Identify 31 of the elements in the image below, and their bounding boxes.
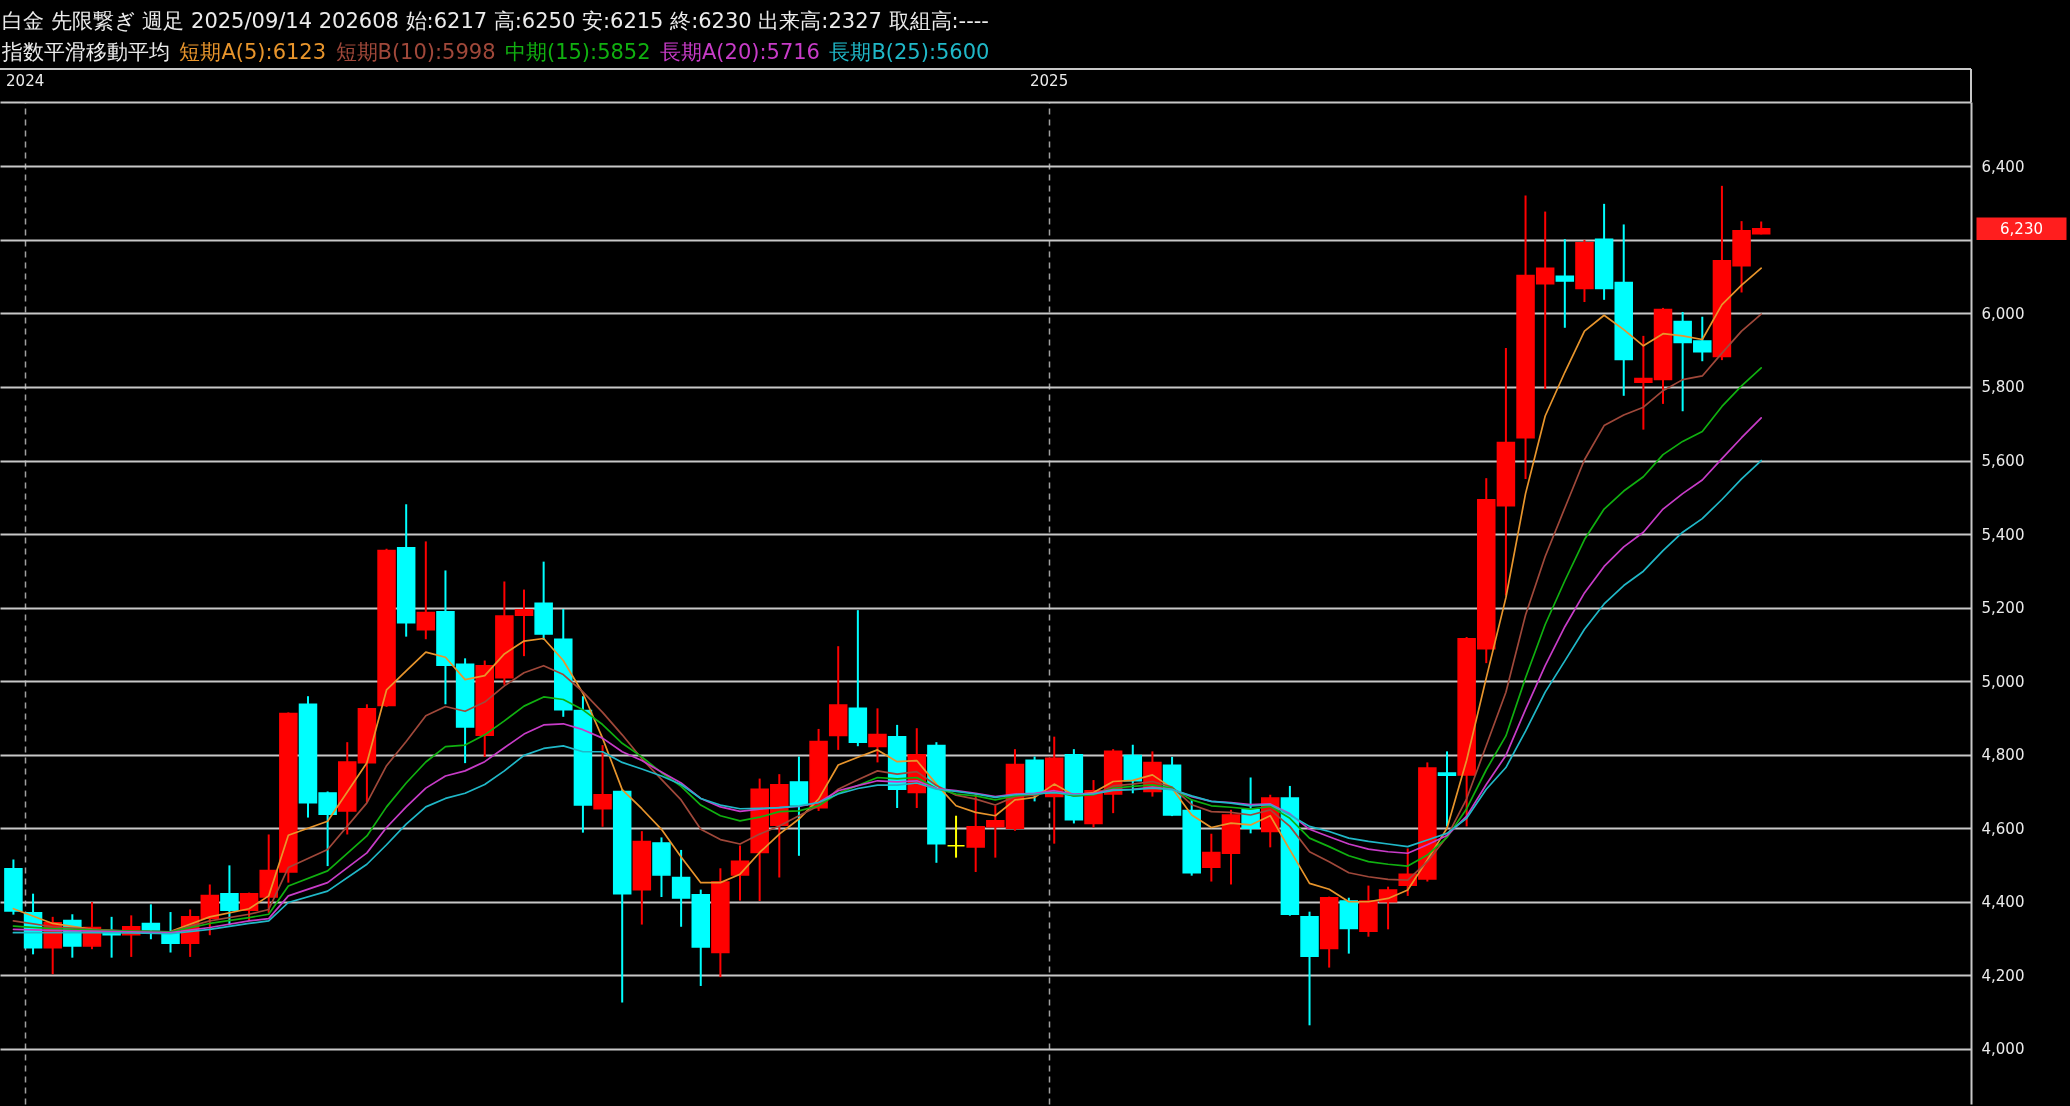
candlestick bbox=[946, 814, 966, 859]
text: 中期(15):5852 bbox=[504, 40, 651, 64]
y-tick-label: 4,200 bbox=[1981, 966, 2025, 985]
text: 短期A(5):6123 bbox=[179, 40, 327, 64]
y-tick-label: 5,800 bbox=[1981, 378, 2025, 397]
candlestick bbox=[141, 903, 161, 941]
y-tick-label: 5,400 bbox=[1981, 525, 2025, 544]
y-tick-label: 5,600 bbox=[1981, 452, 2025, 471]
y-tick-label: 5,000 bbox=[1981, 672, 2025, 691]
y-tick-label: 4,600 bbox=[1981, 819, 2025, 838]
candlestick bbox=[416, 540, 436, 641]
legend-title: 指数平滑移動平均 bbox=[1, 40, 170, 64]
text: 長期B(25):5600 bbox=[829, 40, 990, 64]
chart-title: 白金 先限繋ぎ 週足 2025/09/14 202608 始:6217 高:6250 安:6215 終:6230 出来高:2327 取組高:---- bbox=[2, 9, 989, 33]
x-tick-label: 2024 bbox=[6, 71, 45, 90]
text: 長期A(20):5716 bbox=[659, 40, 820, 64]
y-tick-label: 6,400 bbox=[1981, 157, 2025, 176]
x-tick-label: 2025 bbox=[1030, 71, 1069, 90]
candlestick bbox=[1437, 750, 1457, 828]
y-tick-label: 4,400 bbox=[1981, 893, 2025, 912]
y-tick-label: 5,200 bbox=[1981, 599, 2025, 618]
text: 6,230 bbox=[2000, 219, 2043, 238]
candlestick bbox=[200, 883, 220, 937]
text: 短期B(10):5998 bbox=[335, 40, 496, 64]
candlestick bbox=[593, 744, 612, 828]
candlestick bbox=[868, 707, 887, 764]
candlestick bbox=[1555, 238, 1575, 329]
y-tick-label: 4,800 bbox=[1981, 746, 2025, 765]
y-tick-label: 6,000 bbox=[1981, 304, 2025, 323]
y-tick-label: 4,000 bbox=[1981, 1040, 2025, 1059]
candlestick bbox=[789, 755, 809, 857]
